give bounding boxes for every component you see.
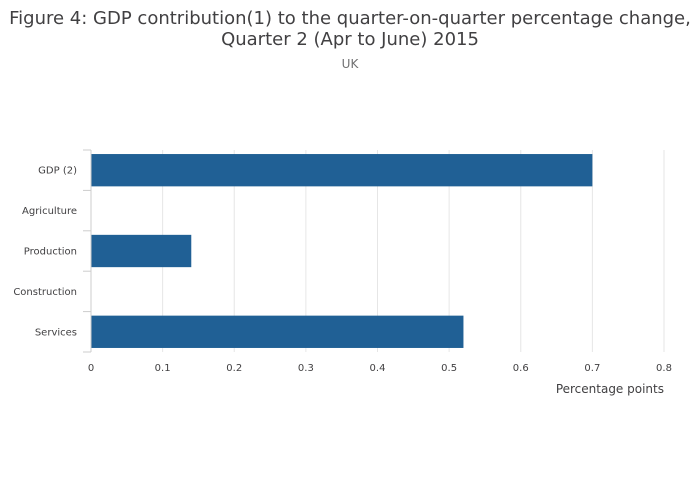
x-tick-label: 0.6 bbox=[513, 363, 529, 374]
x-tick-label: 0.8 bbox=[656, 363, 672, 374]
x-tick-label: 0.5 bbox=[441, 363, 457, 374]
y-category-label: Agriculture bbox=[22, 206, 77, 217]
x-tick-label: 0 bbox=[88, 363, 94, 374]
y-category-label: Services bbox=[35, 327, 77, 338]
chart-title-line-2: Quarter 2 (Apr to June) 2015 bbox=[221, 29, 479, 50]
bar bbox=[91, 315, 464, 348]
chart-title: Figure 4: GDP contribution(1) to the qua… bbox=[9, 8, 691, 50]
x-axis: 0 0.1 0.2 0.3 0.4 0.5 0.6 0.7 0.8 bbox=[88, 363, 672, 374]
y-axis: GDP (2) Agriculture Production Construction… bbox=[13, 149, 92, 353]
bars bbox=[91, 154, 593, 348]
bar bbox=[91, 154, 593, 187]
x-tick-label: 0.3 bbox=[298, 363, 314, 374]
x-tick-label: 0.4 bbox=[370, 363, 386, 374]
chart-subtitle: UK bbox=[342, 57, 360, 71]
x-tick-label: 0.1 bbox=[155, 363, 171, 374]
bar bbox=[91, 234, 192, 268]
x-tick-label: 0.2 bbox=[226, 363, 242, 374]
y-category-label: Construction bbox=[13, 287, 77, 298]
y-category-label: GDP (2) bbox=[38, 166, 77, 177]
y-category-label: Production bbox=[24, 247, 77, 258]
x-axis-title: Percentage points bbox=[556, 382, 664, 396]
x-tick-label: 0.7 bbox=[584, 363, 600, 374]
chart-title-line-1: Figure 4: GDP contribution(1) to the qua… bbox=[9, 8, 691, 29]
